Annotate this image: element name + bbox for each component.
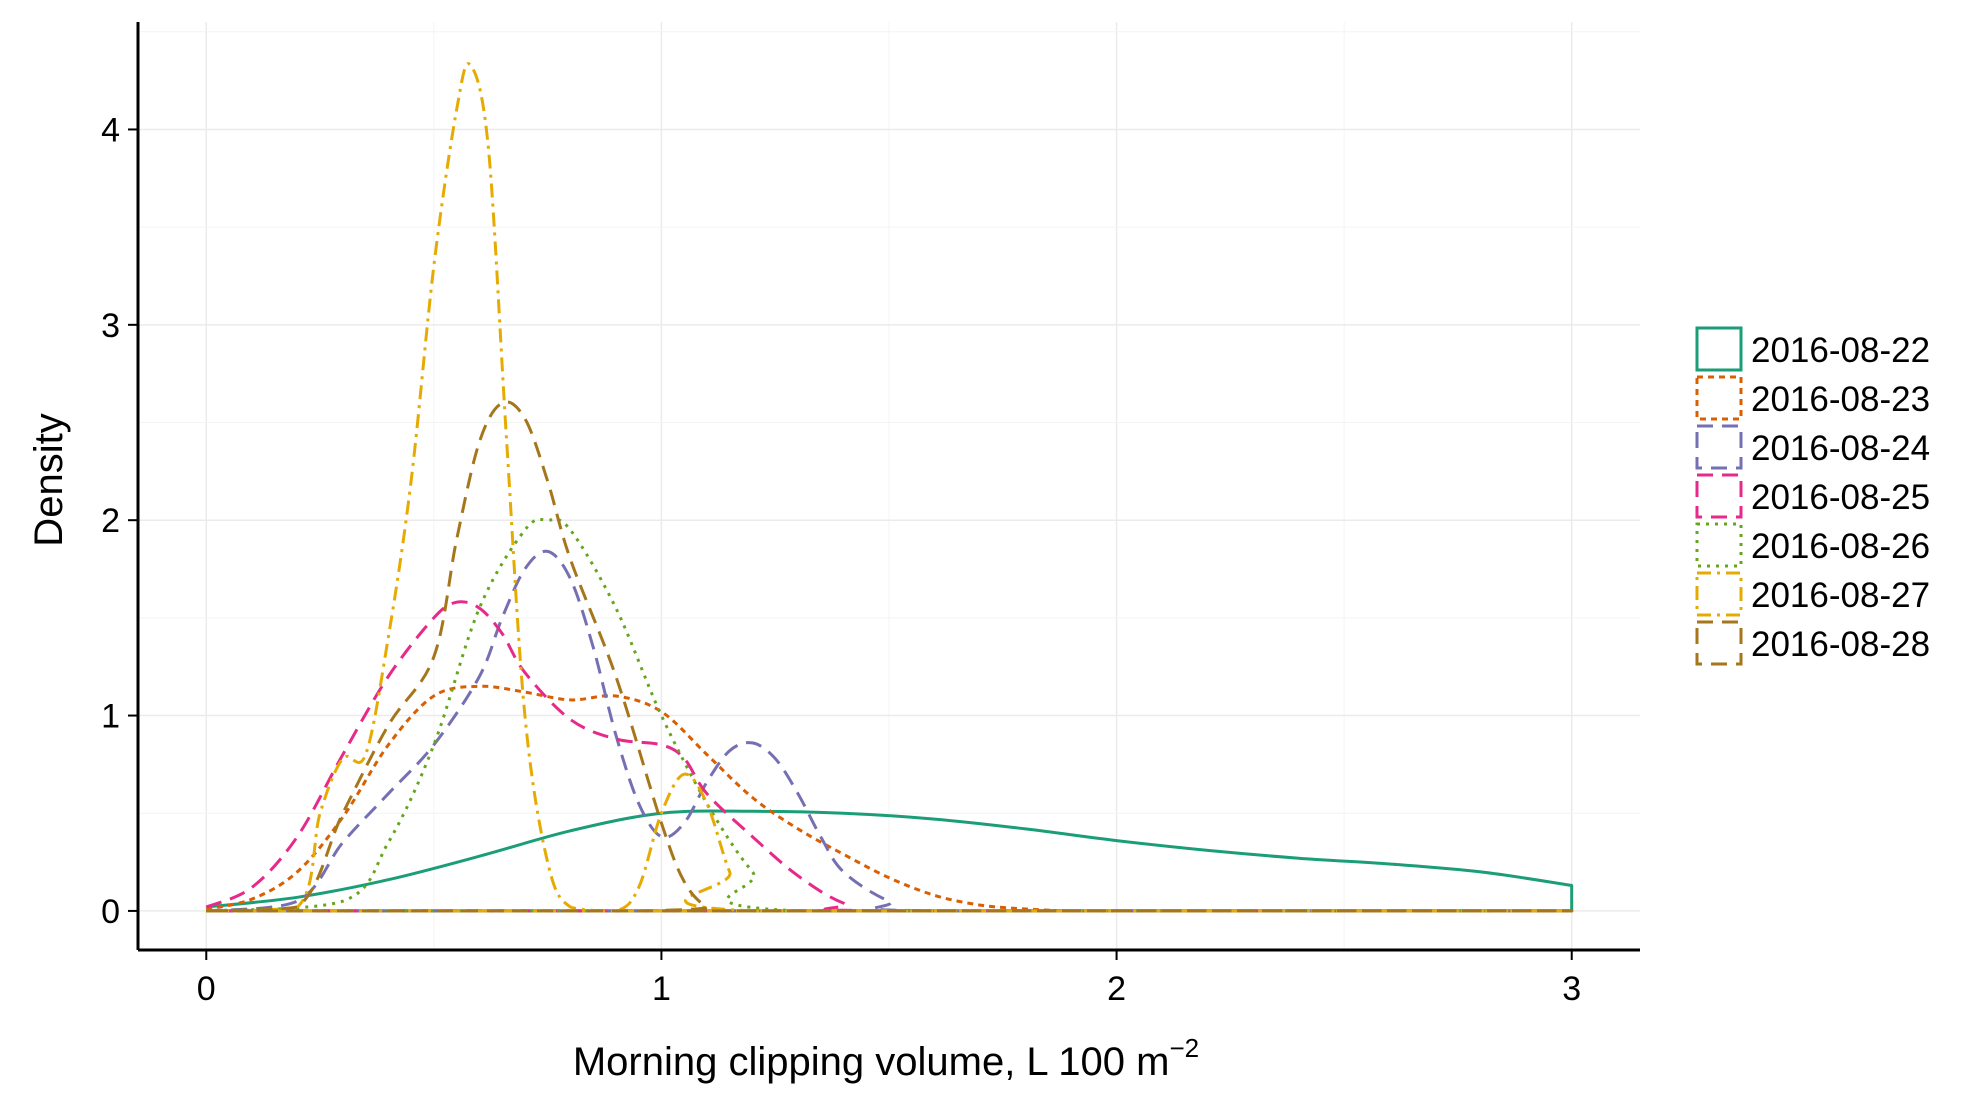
legend-label: 2016-08-28 xyxy=(1751,625,1930,664)
legend-key xyxy=(1695,375,1743,421)
legend-label: 2016-08-23 xyxy=(1751,380,1930,419)
legend-key xyxy=(1695,620,1743,666)
y-tick-label: 4 xyxy=(101,111,120,149)
legend-key xyxy=(1695,326,1743,372)
x-tick-label: 0 xyxy=(197,970,216,1008)
legend-label: 2016-08-22 xyxy=(1751,331,1930,370)
y-tick-label: 2 xyxy=(101,502,120,540)
y-tick-label: 1 xyxy=(101,698,120,736)
series-line-2016-08-27 xyxy=(206,62,1574,913)
legend-label: 2016-08-27 xyxy=(1751,576,1930,615)
axes xyxy=(136,22,1640,952)
series-line-2016-08-24 xyxy=(206,549,1574,913)
legend-label: 2016-08-24 xyxy=(1751,429,1930,468)
legend-label: 2016-08-26 xyxy=(1751,527,1930,566)
x-tick-label: 2 xyxy=(1107,970,1126,1008)
legend-key xyxy=(1695,522,1743,568)
legend: 2016-08-22 2016-08-23 2016-08-24 2016-08-25… xyxy=(1695,326,1930,666)
series-lines xyxy=(205,62,1574,913)
legend-key xyxy=(1695,571,1743,617)
grid xyxy=(138,22,1640,950)
legend-label: 2016-08-25 xyxy=(1751,478,1930,517)
y-tick-label: 0 xyxy=(101,893,120,931)
y-axis-title: Density xyxy=(27,413,71,546)
legend-key xyxy=(1695,424,1743,470)
x-axis-title: Morning clipping volume, L 100 m−2 xyxy=(573,1033,1199,1084)
series-line-2016-08-22 xyxy=(206,809,1574,913)
tick-labels: 0 1 2 3 0 1 2 3 4 xyxy=(101,111,1581,1008)
x-tick-label: 1 xyxy=(652,970,671,1008)
series-line-2016-08-25 xyxy=(205,600,1574,913)
x-axis-title-superscript: −2 xyxy=(1169,1033,1199,1063)
x-tick-label: 3 xyxy=(1562,970,1581,1008)
legend-key xyxy=(1695,473,1743,519)
y-tick-label: 3 xyxy=(101,307,120,345)
series-line-2016-08-28 xyxy=(206,400,1574,913)
